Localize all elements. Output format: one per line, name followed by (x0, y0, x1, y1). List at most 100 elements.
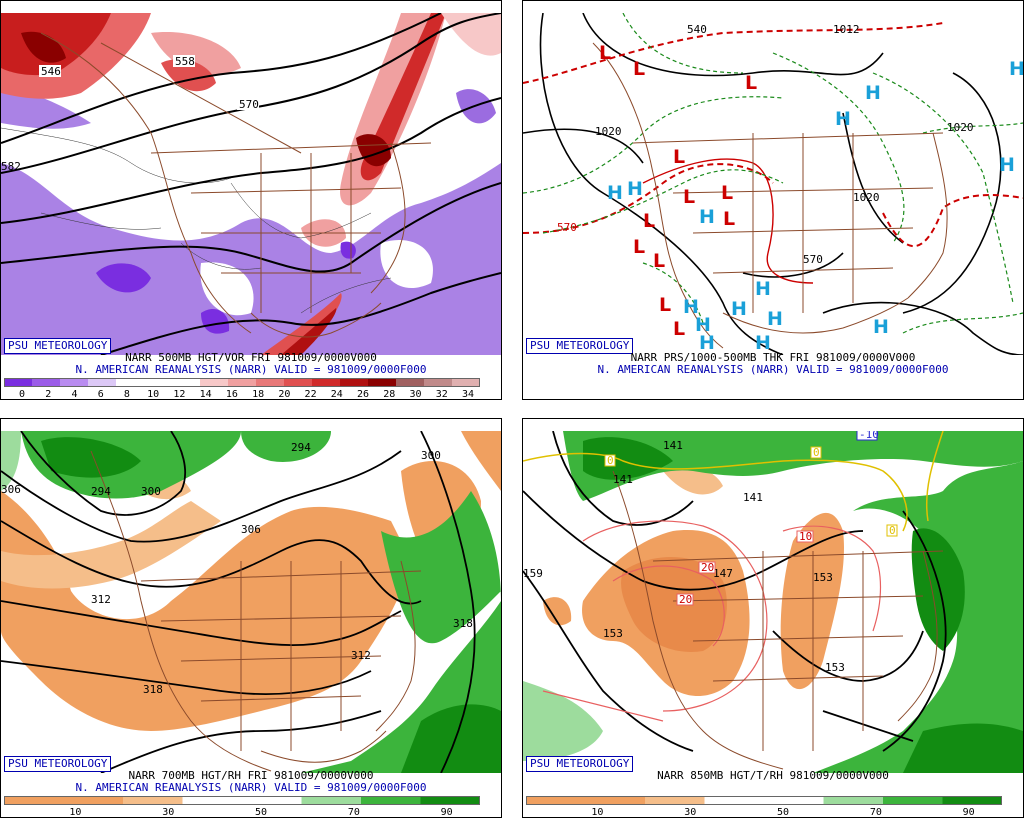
contour-label: 582 (1, 160, 21, 173)
colorbar-swatch (172, 378, 201, 387)
colorbar-tick-label: 18 (252, 389, 265, 400)
colorbar-tick-label: 26 (357, 389, 370, 400)
low-pressure-marker: L (673, 146, 685, 168)
colorbar-swatch (228, 378, 257, 387)
isotherm-label: 20 (701, 561, 714, 574)
high-pressure-marker: H (767, 308, 783, 330)
isotherm-label: 0 (889, 524, 896, 537)
contour-label: 570 (557, 221, 577, 234)
psu-meteorology-badge: PSU METEOROLOGY (4, 756, 112, 772)
colorbar-tick-label: 10 (147, 389, 160, 400)
moist-air-fill (1, 431, 501, 773)
vorticity-map: 546 558 570 582 (1, 13, 501, 355)
isotherm-label: -10 (859, 431, 879, 441)
colorbar-swatch (340, 378, 369, 387)
geographic-borders (592, 42, 948, 349)
colorbar-tick-label: 70 (347, 807, 360, 818)
low-pressure-marker: L (633, 58, 645, 80)
colorbar-tick-label: 70 (869, 807, 882, 818)
colorbar-swatch (368, 378, 397, 387)
colorbar-swatch (883, 796, 943, 805)
high-pressure-marker: H (699, 206, 715, 228)
colorbar-swatch (823, 796, 884, 805)
colorbar-tick-label: 32 (435, 389, 448, 400)
colorbar-tick-label: 16 (225, 389, 238, 400)
colorbar-tick-label: 0 (18, 389, 26, 400)
contour-label: 318 (143, 683, 163, 696)
colorbar-tick-label: 20 (278, 389, 291, 400)
high-pressure-marker: H (699, 332, 715, 354)
isotherm-label: 0 (607, 454, 614, 467)
contour-label: 300 (141, 485, 161, 498)
colorbar-tick-label: 90 (962, 807, 975, 818)
colorbar-tick-label: 24 (330, 389, 343, 400)
geographic-borders (40, 32, 432, 338)
contour-label: 1020 (853, 191, 880, 204)
colorbar-swatch (123, 796, 183, 805)
contour-label: 141 (663, 439, 683, 452)
high-pressure-marker: H (873, 316, 889, 338)
panel-title: NARR 850MB HGT/T/RH 981009/0000V000 (657, 769, 889, 782)
contour-label: 153 (603, 627, 623, 640)
colorbar (526, 796, 1002, 805)
isotherm-label: 10 (799, 530, 812, 543)
psu-meteorology-badge: PSU METEOROLOGY (526, 338, 634, 354)
colorbar-swatch (88, 378, 117, 387)
colorbar-swatch (312, 378, 341, 387)
high-pressure-marker: H (755, 332, 771, 354)
colorbar-swatch (32, 378, 61, 387)
contour-label: 312 (91, 593, 111, 606)
colorbar-tick-label: 30 (162, 807, 175, 818)
panel-500mb-vorticity: 546 558 570 582 PSU METEOROLOGY NARR 500… (0, 0, 502, 400)
colorbar-swatch (396, 378, 425, 387)
colorbar-tick-label: 28 (383, 389, 396, 400)
colorbar-tick-label: 10 (591, 807, 604, 818)
colorbar-tick-label: 12 (173, 389, 186, 400)
high-pressure-marker: H (695, 314, 711, 336)
contour-label: 570 (239, 98, 259, 111)
colorbar-tick-label: 30 (684, 807, 697, 818)
colorbar-ticks: 10 30 50 70 90 (4, 807, 480, 819)
colorbar-swatch (452, 378, 480, 387)
colorbar-tick-label: 90 (440, 807, 453, 818)
colorbar (4, 378, 480, 387)
colorbar-swatch (645, 796, 705, 805)
colorbar-swatch (63, 796, 124, 805)
low-pressure-marker: L (599, 42, 611, 64)
temp-rh-850mb-map: 141 141 141 147 153 153 153 159 0 0 0 10… (523, 431, 1023, 773)
psu-meteorology-badge: PSU METEOROLOGY (4, 338, 112, 354)
colorbar-swatch (526, 796, 586, 805)
colorbar-tick-label: 6 (97, 389, 104, 400)
contour-label: 147 (713, 567, 733, 580)
high-pressure-marker: H (999, 154, 1015, 176)
colorbar-tick-label: 10 (69, 807, 82, 818)
colorbar-swatch (424, 378, 453, 387)
rh-700mb-map: 294 294 300 300 306 306 312 312 318 318 (1, 431, 501, 773)
colorbar-swatch (182, 796, 243, 805)
contour-label: 153 (825, 661, 845, 674)
panel-title: NARR 500MB HGT/VOR FRI 981009/0000V000 (125, 351, 377, 364)
colorbar-swatch (420, 796, 480, 805)
panel-subtitle: N. AMERICAN REANALYSIS (NARR) VALID = 98… (597, 363, 949, 376)
colorbar-tick-label: 50 (777, 807, 790, 818)
colorbar-swatch (4, 796, 64, 805)
colorbar-tick-label: 22 (304, 389, 317, 400)
contour-label: 294 (291, 441, 311, 454)
colorbar-swatch (144, 378, 173, 387)
low-pressure-marker: L (673, 318, 685, 340)
colorbar-swatch (361, 796, 421, 805)
colorbar-swatch (116, 378, 145, 387)
low-pressure-marker: L (745, 72, 757, 94)
colorbar (4, 796, 480, 805)
isotherm-label: 0 (813, 446, 820, 459)
colorbar-swatch (242, 796, 302, 805)
colorbar-tick-label: 8 (123, 389, 130, 400)
colorbar-swatch (704, 796, 765, 805)
colorbar-swatch (942, 796, 1002, 805)
moist-air-fill (523, 431, 1023, 773)
temperature-0c-isotherm (523, 431, 944, 532)
high-pressure-marker: H (627, 178, 643, 200)
low-pressure-marker: L (721, 182, 733, 204)
colorbar-ticks: 10 30 50 70 90 (526, 807, 1002, 819)
contour-label: 546 (41, 65, 61, 78)
